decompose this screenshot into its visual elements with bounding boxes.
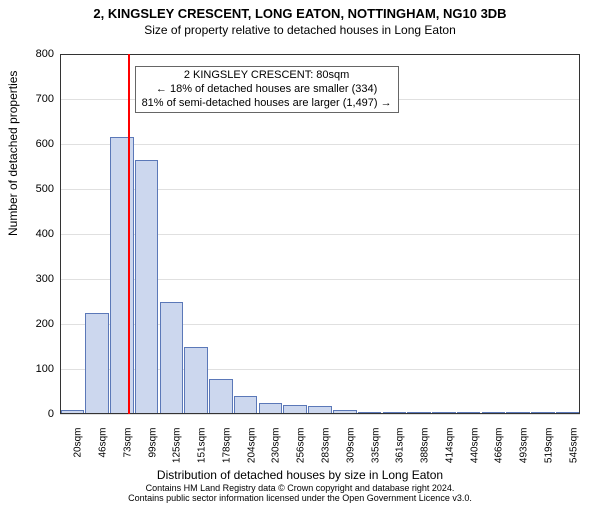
page-title: 2, KINGSLEY CRESCENT, LONG EATON, NOTTIN… — [0, 6, 600, 21]
y-tick-label: 300 — [36, 273, 54, 285]
callout-line: 81% of semi-detached houses are larger (… — [142, 97, 392, 111]
y-tick-label: 700 — [36, 93, 54, 105]
page-subtitle: Size of property relative to detached ho… — [0, 23, 600, 37]
histogram-chart: 2 KINGSLEY CRESCENT: 80sqm ← 18% of deta… — [60, 54, 580, 414]
y-tick-label: 600 — [36, 138, 54, 150]
y-tick-label: 100 — [36, 363, 54, 375]
y-axis-label: Number of detached properties — [6, 71, 20, 236]
y-tick-label: 0 — [48, 408, 54, 420]
callout-line: ← 18% of detached houses are smaller (33… — [142, 83, 392, 97]
gridline — [60, 414, 580, 415]
y-tick-label: 500 — [36, 183, 54, 195]
callout-box: 2 KINGSLEY CRESCENT: 80sqm ← 18% of deta… — [135, 66, 399, 113]
attribution-line: Contains public sector information licen… — [0, 494, 600, 504]
x-axis-label: Distribution of detached houses by size … — [0, 468, 600, 482]
y-tick-label: 200 — [36, 318, 54, 330]
attribution: Contains HM Land Registry data © Crown c… — [0, 484, 600, 504]
reference-line — [128, 54, 130, 414]
y-tick-label: 800 — [36, 48, 54, 60]
callout-line: 2 KINGSLEY CRESCENT: 80sqm — [142, 69, 392, 83]
y-tick-label: 400 — [36, 228, 54, 240]
